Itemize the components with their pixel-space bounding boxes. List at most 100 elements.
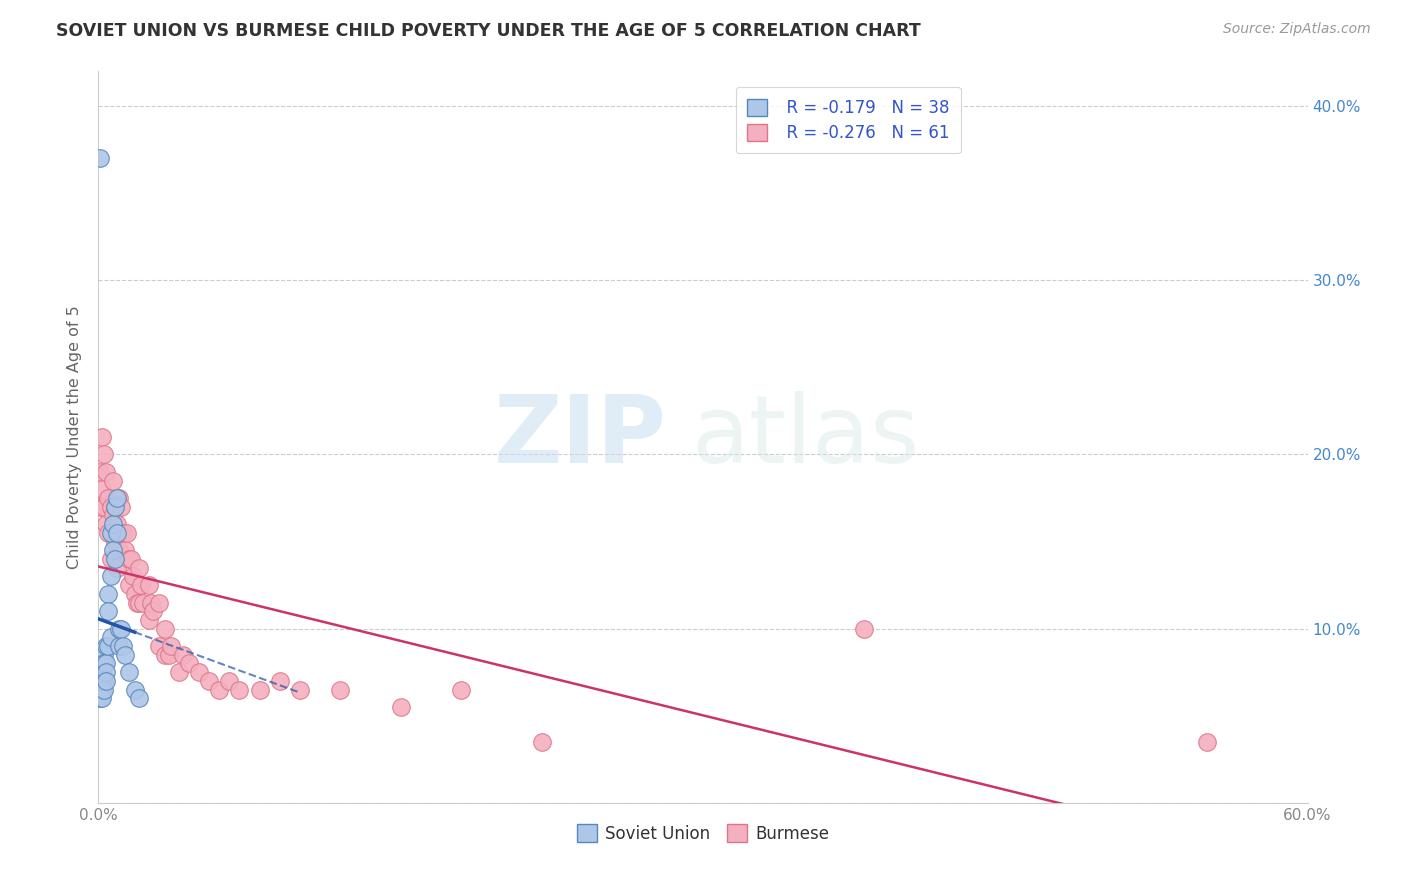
- Point: [124, 587, 146, 601]
- Point: [167, 665, 190, 680]
- Text: Source: ZipAtlas.com: Source: ZipAtlas.com: [1223, 22, 1371, 37]
- Point: [93, 648, 115, 662]
- Point: [105, 560, 128, 574]
- Point: [329, 682, 352, 697]
- Point: [91, 665, 114, 680]
- Point: [89, 682, 111, 697]
- Point: [100, 569, 122, 583]
- Point: [128, 560, 150, 574]
- Point: [107, 622, 129, 636]
- Point: [97, 587, 120, 601]
- Point: [450, 682, 472, 697]
- Point: [853, 622, 876, 636]
- Point: [218, 673, 240, 688]
- Point: [103, 552, 125, 566]
- Point: [107, 639, 129, 653]
- Point: [93, 657, 115, 671]
- Point: [91, 657, 114, 671]
- Point: [100, 500, 122, 514]
- Point: [103, 500, 125, 514]
- Point: [153, 648, 176, 662]
- Point: [198, 673, 221, 688]
- Point: [208, 682, 231, 697]
- Point: [121, 569, 143, 583]
- Point: [107, 543, 129, 558]
- Point: [91, 483, 114, 497]
- Point: [138, 613, 160, 627]
- Point: [103, 500, 125, 514]
- Point: [97, 525, 120, 540]
- Point: [228, 682, 250, 697]
- Point: [89, 665, 111, 680]
- Point: [105, 525, 128, 540]
- Point: [100, 525, 122, 540]
- Point: [97, 491, 120, 505]
- Text: ZIP: ZIP: [494, 391, 666, 483]
- Point: [97, 604, 120, 618]
- Point: [101, 543, 124, 558]
- Point: [91, 691, 114, 706]
- Point: [89, 673, 111, 688]
- Point: [153, 622, 176, 636]
- Point: [288, 682, 311, 697]
- Point: [101, 517, 124, 532]
- Y-axis label: Child Poverty Under the Age of 5: Child Poverty Under the Age of 5: [67, 305, 83, 569]
- Point: [101, 474, 124, 488]
- Point: [89, 465, 111, 479]
- Point: [103, 534, 125, 549]
- Point: [125, 595, 148, 609]
- Point: [172, 648, 194, 662]
- Point: [101, 508, 124, 523]
- Legend: Soviet Union, Burmese: Soviet Union, Burmese: [569, 818, 837, 849]
- Point: [91, 430, 114, 444]
- Point: [139, 595, 162, 609]
- Point: [107, 491, 129, 505]
- Point: [96, 639, 118, 653]
- Point: [249, 682, 271, 697]
- Point: [96, 517, 118, 532]
- Point: [530, 735, 553, 749]
- Point: [114, 543, 136, 558]
- Point: [110, 500, 132, 514]
- Point: [89, 500, 111, 514]
- Point: [120, 552, 142, 566]
- Point: [111, 525, 134, 540]
- Point: [129, 578, 152, 592]
- Point: [100, 631, 122, 645]
- Point: [89, 152, 111, 166]
- Point: [91, 673, 114, 688]
- Point: [100, 552, 122, 566]
- Text: SOVIET UNION VS BURMESE CHILD POVERTY UNDER THE AGE OF 5 CORRELATION CHART: SOVIET UNION VS BURMESE CHILD POVERTY UN…: [56, 22, 921, 40]
- Point: [118, 552, 141, 566]
- Point: [118, 665, 141, 680]
- Point: [160, 639, 183, 653]
- Point: [1195, 735, 1218, 749]
- Point: [93, 682, 115, 697]
- Point: [114, 648, 136, 662]
- Point: [124, 682, 146, 697]
- Point: [188, 665, 211, 680]
- Point: [128, 691, 150, 706]
- Point: [148, 595, 170, 609]
- Point: [96, 665, 118, 680]
- Point: [142, 604, 165, 618]
- Point: [110, 622, 132, 636]
- Point: [93, 448, 115, 462]
- Point: [389, 700, 412, 714]
- Point: [157, 648, 180, 662]
- Point: [97, 639, 120, 653]
- Point: [91, 682, 114, 697]
- Point: [132, 595, 155, 609]
- Point: [93, 500, 115, 514]
- Point: [128, 595, 150, 609]
- Point: [96, 465, 118, 479]
- Point: [96, 673, 118, 688]
- Point: [179, 657, 201, 671]
- Point: [115, 525, 138, 540]
- Point: [269, 673, 291, 688]
- Point: [118, 578, 141, 592]
- Text: atlas: atlas: [690, 391, 920, 483]
- Point: [93, 673, 115, 688]
- Point: [148, 639, 170, 653]
- Point: [138, 578, 160, 592]
